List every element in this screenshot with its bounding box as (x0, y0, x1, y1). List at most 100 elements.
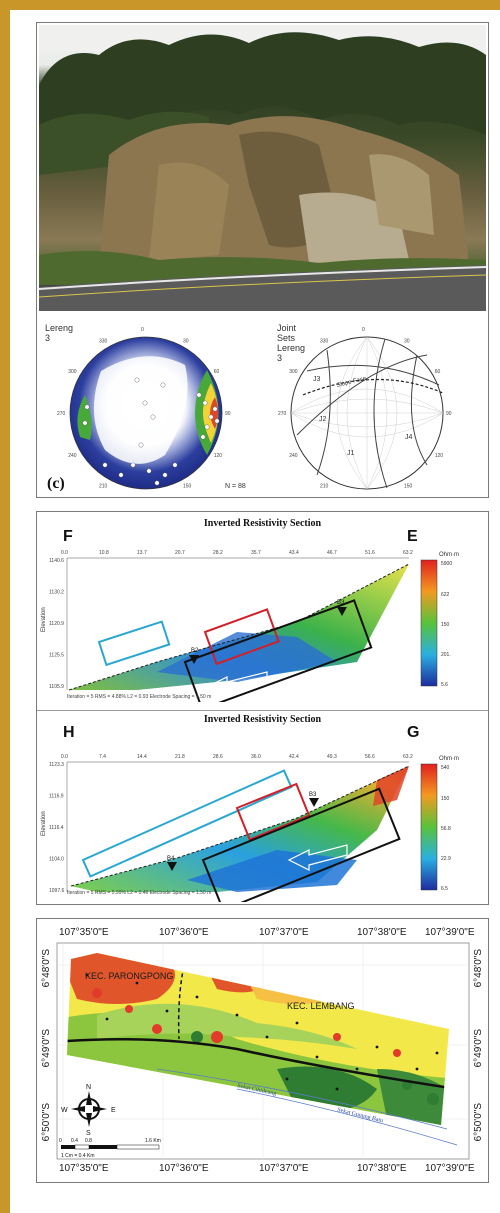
top-borehole-b3: B3 (337, 600, 345, 606)
top-cyan-zone (97, 620, 171, 667)
top-xticks-9: 63.2 (403, 550, 413, 556)
bottom-red-zone (235, 782, 311, 841)
bottom-yticks-2: 1116.4 (49, 825, 64, 831)
top-left-endpoint: F (63, 528, 73, 545)
lon-bottom-4: 107°39'0"E (425, 1163, 475, 1174)
top-scale-v1: 622 (441, 592, 450, 598)
left-border (0, 0, 10, 1213)
joint-label-j3: J3 (313, 376, 321, 383)
density-azimuth-150: 150 (183, 484, 192, 490)
joint-azimuth-300: 300 (289, 369, 298, 375)
top-yticks-2: 1120.9 (49, 621, 64, 627)
scale-note: 1 Cm = 0.4 Km (61, 1153, 94, 1159)
bottom-scale-v2: 56.8 (441, 826, 451, 832)
joint-azimuth-210: 210 (320, 484, 329, 490)
lon-top-3: 107°38'0"E (357, 927, 407, 938)
top-xticks-0: 0.0 (61, 550, 68, 556)
bottom-section-plot: B4 B3 Ohm·m 540 150 56.8 22.9 6.5 Elevat… (41, 754, 459, 902)
joint-set-stereonet-title: Joint Sets Lereng 3 (277, 323, 306, 363)
scale-tick-3: 1.6 Km (145, 1138, 161, 1144)
scale-bar (61, 1144, 160, 1150)
lon-top-1: 107°36'0"E (159, 927, 209, 938)
top-xticks-3: 20.7 (175, 550, 185, 556)
joint-azimuth-0: 0 (362, 327, 365, 333)
top-black-zone (183, 599, 373, 702)
joint-azimuth-30: 30 (404, 338, 410, 344)
top-scale-v4: 5.6 (441, 682, 448, 688)
figure-resistivity-sections: Inverted Resistivity Section F E (36, 511, 489, 905)
bottom-yticks-3: 1104.0 (49, 857, 64, 863)
compass-west: W (61, 1107, 68, 1114)
top-scale-v2: 150 (441, 622, 450, 628)
top-yticks-4: 1105.9 (49, 684, 64, 690)
top-section-title: Inverted Resistivity Section (203, 518, 322, 529)
lon-bottom-1: 107°36'0"E (159, 1163, 209, 1174)
bottom-xticks-5: 36.0 (251, 754, 261, 760)
top-xticks-5: 35.7 (251, 550, 261, 556)
joint-azimuth-120: 120 (435, 453, 444, 459)
top-xticks-4: 28.2 (213, 550, 223, 556)
bottom-scale-v0: 540 (441, 765, 450, 771)
joint-azimuth-150: 150 (404, 484, 413, 490)
top-xticks-2: 13.7 (137, 550, 147, 556)
top-section-caption: Iteration = 5 RMS = 4.88% L2 = 0.93 Elec… (67, 694, 212, 700)
joint-set-stereonet-plot: J3 J2 J1 J4 Slope Face 03060901201501802… (278, 327, 452, 490)
bottom-scale-v1: 150 (441, 796, 450, 802)
top-scale-v3: 201. (441, 652, 451, 658)
joint-label-j2: J2 (319, 416, 327, 423)
bottom-borehole-b3: B3 (309, 792, 317, 798)
place-label-lembang: KEC. LEMBANG (287, 1001, 355, 1011)
density-stereonet-title: Lereng 3 (45, 323, 74, 343)
bottom-yticks-1: 1116.9 (49, 794, 64, 800)
compass-north: N (86, 1084, 91, 1091)
density-azimuth-330: 330 (99, 338, 108, 344)
bottom-ylabel: Elevation (41, 811, 47, 836)
joint-label-j4: J4 (405, 434, 413, 441)
density-azimuth-300: 300 (68, 369, 77, 375)
joint-azimuth-60: 60 (435, 369, 441, 375)
bottom-cyan-zone (81, 769, 293, 878)
lon-bottom-2: 107°37'0"E (259, 1163, 309, 1174)
section-divider (37, 710, 488, 711)
figure-slope-stereonet: Lereng 3 (36, 22, 489, 498)
joint-label-j1: J1 (347, 450, 355, 457)
top-scale-v0: 5900 (441, 561, 452, 567)
bottom-color-scale (420, 763, 438, 891)
top-yticks-1: 1130.2 (49, 590, 64, 596)
bottom-scale-v4: 6.5 (441, 886, 448, 892)
top-yticks-0: 1140.6 (49, 558, 64, 564)
density-azimuth-120: 120 (214, 453, 223, 459)
bottom-borehole-b4: B4 (167, 856, 175, 862)
bottom-xticks-9: 63.2 (403, 754, 413, 760)
compass-south: S (86, 1130, 91, 1137)
figure-geologic-map: 107°35'0"E 107°36'0"E 107°37'0"E 107°38'… (36, 918, 489, 1183)
top-xticks-7: 46.7 (327, 550, 337, 556)
top-section-plot: B2 B3 Ohm·m 5900 622 150 201. 5.6 Elevat… (41, 550, 459, 702)
bottom-section-title: Inverted Resistivity Section (203, 714, 322, 725)
scale-tick-1: 0.4 (71, 1138, 78, 1144)
density-stereonet-plot: 0306090120150180210240270300330 (57, 327, 231, 490)
density-azimuth-90: 90 (225, 411, 231, 417)
slope-photo (38, 25, 487, 311)
bottom-scale-v3: 22.9 (441, 856, 451, 862)
bottom-black-zone (201, 787, 401, 902)
bottom-xticks-0: 0.0 (61, 754, 68, 760)
top-xticks-6: 43.4 (289, 550, 299, 556)
lon-bottom-3: 107°38'0"E (357, 1163, 407, 1174)
scale-tick-2: 0.8 (85, 1138, 92, 1144)
density-azimuth-60: 60 (214, 369, 220, 375)
pole-count: N = 88 (225, 483, 246, 490)
top-ylabel: Elevation (41, 607, 47, 632)
density-azimuth-240: 240 (68, 453, 77, 459)
bottom-xticks-8: 56.6 (365, 754, 375, 760)
lon-top-2: 107°37'0"E (259, 927, 309, 938)
top-borehole-b2: B2 (191, 648, 199, 654)
bottom-xticks-6: 42.4 (289, 754, 299, 760)
bottom-xticks-4: 28.6 (213, 754, 223, 760)
joint-azimuth-90: 90 (446, 411, 452, 417)
figure-tag: (c) (47, 475, 65, 492)
bottom-yticks-0: 1123.3 (49, 762, 64, 768)
slope-photo-art (38, 25, 487, 311)
density-azimuth-0: 0 (141, 327, 144, 333)
top-xticks-8: 51.6 (365, 550, 375, 556)
